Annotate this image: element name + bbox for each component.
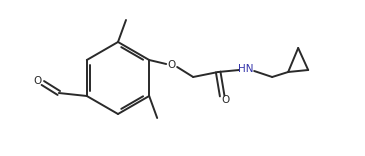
Text: O: O — [167, 60, 175, 70]
Text: O: O — [34, 76, 42, 86]
Text: O: O — [221, 95, 229, 105]
Text: HN: HN — [238, 64, 254, 74]
